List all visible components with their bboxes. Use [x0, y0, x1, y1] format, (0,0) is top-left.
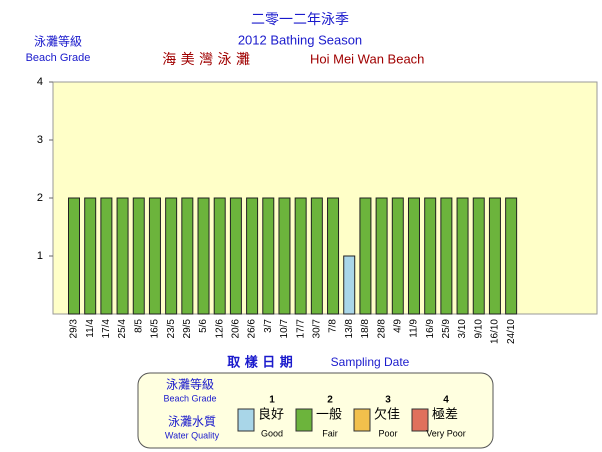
x-tick-label: 17/4	[101, 319, 112, 339]
y-axis-label-en: Beach Grade	[26, 52, 91, 64]
x-tick-label: 13/8	[344, 319, 355, 339]
y-tick-label: 3	[37, 134, 43, 146]
x-tick-label: 26/6	[247, 319, 258, 339]
x-tick-label: 30/7	[311, 319, 322, 339]
bar	[148, 197, 161, 315]
chart-subtitle: 2012 Bathing Season	[238, 32, 362, 47]
bar	[488, 197, 501, 315]
bar	[197, 197, 210, 315]
y-axis-label: 泳灘等級	[34, 35, 82, 49]
legend-grade: 2	[327, 395, 333, 406]
bar	[456, 197, 469, 315]
legend-swatch	[411, 408, 429, 432]
bar	[278, 197, 291, 315]
x-axis-label-en: Sampling Date	[331, 355, 410, 369]
bar	[165, 197, 178, 315]
y-tick-label: 2	[37, 192, 43, 204]
legend-grade: 3	[385, 395, 391, 406]
bar	[440, 197, 453, 315]
bar	[262, 197, 275, 315]
bar	[68, 197, 80, 315]
x-tick-label: 25/9	[441, 319, 452, 339]
beach-name-en: Hoi Mei Wan Beach	[310, 51, 424, 66]
bar	[327, 197, 340, 315]
bar	[424, 197, 437, 315]
legend-label-en: Fair	[322, 428, 338, 438]
legend-box	[137, 372, 494, 449]
x-tick-label: 11/9	[409, 319, 420, 338]
bar	[84, 197, 97, 315]
x-axis-label: 取 樣 日 期	[227, 355, 293, 371]
x-tick-label: 4/9	[392, 319, 403, 333]
bar	[116, 197, 129, 315]
bar	[472, 197, 485, 315]
bar	[391, 197, 404, 315]
legend-label-zh: 一般	[316, 407, 342, 423]
bar	[213, 197, 226, 315]
legend-grade: 4	[443, 395, 449, 406]
bar	[407, 197, 420, 315]
legend-grade-zh: 泳灘等級	[166, 378, 214, 392]
x-tick-label: 10/7	[279, 319, 290, 339]
x-tick-label: 11/4	[85, 319, 96, 338]
bar	[229, 197, 242, 315]
legend-label-en: Good	[261, 428, 283, 438]
beach-name-zh: 海 美 灣 泳 灘	[162, 52, 250, 68]
bar	[359, 197, 372, 315]
x-tick-label: 24/10	[506, 319, 517, 344]
bar	[132, 197, 145, 315]
y-tick-label: 4	[37, 76, 43, 88]
x-tick-label: 12/6	[214, 319, 225, 339]
x-tick-label: 29/5	[182, 319, 193, 339]
legend-swatch	[295, 408, 313, 432]
bar	[375, 197, 388, 315]
legend-label-en: Very Poor	[426, 428, 466, 438]
x-tick-label: 23/5	[166, 319, 177, 339]
legend-label-zh: 良好	[258, 407, 284, 423]
bar	[343, 255, 356, 315]
x-tick-label: 29/3	[69, 319, 80, 339]
bar	[294, 197, 307, 315]
bar	[181, 197, 194, 315]
legend-label-zh: 極差	[432, 407, 458, 423]
x-tick-label: 25/4	[117, 319, 128, 339]
bar	[505, 197, 518, 315]
bar	[246, 197, 259, 315]
x-tick-label: 3/10	[457, 319, 468, 339]
legend-swatch	[237, 408, 255, 432]
x-tick-label: 17/7	[295, 319, 306, 339]
legend-label-zh: 欠佳	[374, 407, 400, 423]
x-tick-label: 16/9	[425, 319, 436, 339]
x-tick-label: 20/6	[231, 319, 242, 339]
x-tick-label: 16/5	[150, 319, 161, 339]
x-tick-label: 18/8	[360, 319, 371, 339]
bar	[310, 197, 323, 315]
x-tick-label: 9/10	[473, 319, 484, 339]
chart-title: 二零一二年泳季	[251, 12, 349, 28]
x-tick-label: 8/5	[133, 319, 144, 333]
legend-swatch	[353, 408, 371, 432]
x-tick-label: 28/8	[376, 319, 387, 339]
bar	[100, 197, 113, 315]
x-tick-label: 3/7	[263, 319, 274, 333]
legend-label-en: Poor	[378, 428, 397, 438]
legend-quality-en: Water Quality	[165, 430, 220, 440]
legend-grade: 1	[269, 395, 275, 406]
legend-quality-zh: 泳灘水質	[168, 414, 216, 429]
x-tick-label: 7/8	[328, 319, 339, 333]
y-tick-label: 1	[37, 250, 43, 262]
x-tick-label: 16/10	[490, 319, 501, 344]
x-tick-label: 5/6	[198, 319, 209, 333]
legend-grade-en: Beach Grade	[163, 393, 216, 403]
